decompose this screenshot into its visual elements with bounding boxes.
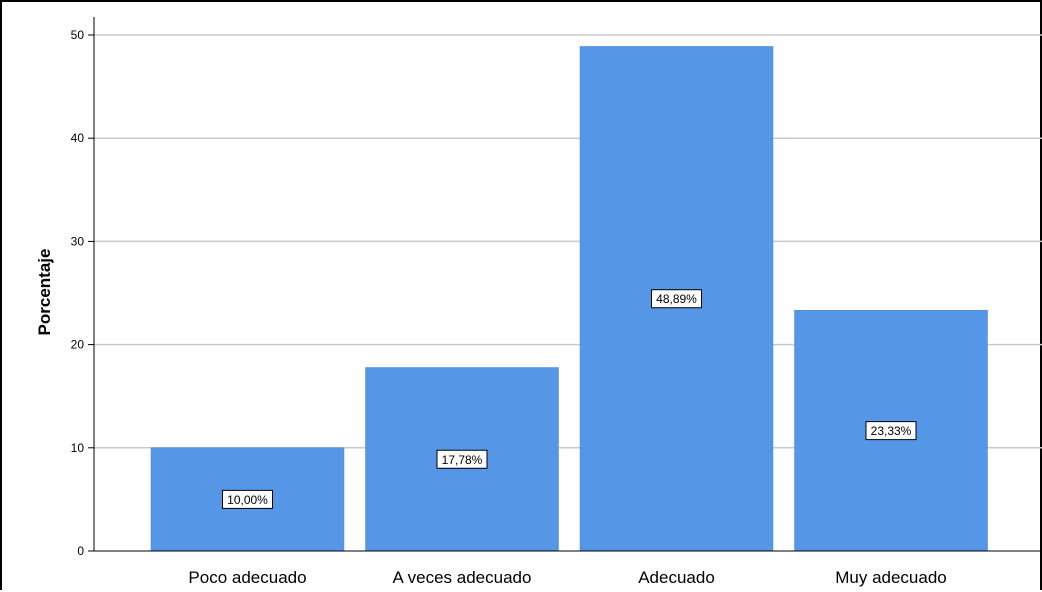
data-labels: 10,00% 17,78% 48,89% 23,33%: [222, 289, 917, 509]
data-label: 23,33%: [865, 421, 917, 441]
x-tick-label: Poco adecuado: [188, 568, 306, 587]
y-tick-label: 40: [71, 131, 85, 145]
data-label-text: 48,89%: [656, 292, 697, 306]
data-label-box: [651, 289, 702, 309]
data-label-box: [865, 421, 917, 441]
y-tick-label: 50: [71, 28, 85, 42]
y-tick-labels: 0 10 20 30 40 50: [71, 28, 85, 558]
y-tick-label: 20: [71, 338, 85, 352]
y-axis-label: Porcentaje: [35, 249, 54, 336]
data-label: 48,89%: [651, 289, 702, 309]
data-label-text: 10,00%: [227, 493, 268, 507]
data-label-box: [436, 449, 488, 469]
y-tick-label: 30: [71, 234, 85, 248]
y-tick-label: 10: [71, 441, 85, 455]
x-tick-label: A veces adecuado: [393, 568, 532, 587]
bars: [150, 46, 988, 552]
data-label: 17,78%: [436, 449, 488, 469]
data-label-text: 17,78%: [442, 453, 483, 467]
data-label-text: 23,33%: [871, 424, 912, 438]
x-tick-label: Adecuado: [638, 568, 715, 587]
x-tick-labels: Poco adecuado A veces adecuado Adecuado Muy…: [188, 568, 946, 587]
data-label: 10,00%: [222, 489, 273, 509]
y-tick-label: 0: [77, 544, 84, 558]
axes: [88, 17, 1042, 552]
x-tick-label: Muy adecuado: [835, 568, 947, 587]
data-label-box: [222, 489, 273, 509]
